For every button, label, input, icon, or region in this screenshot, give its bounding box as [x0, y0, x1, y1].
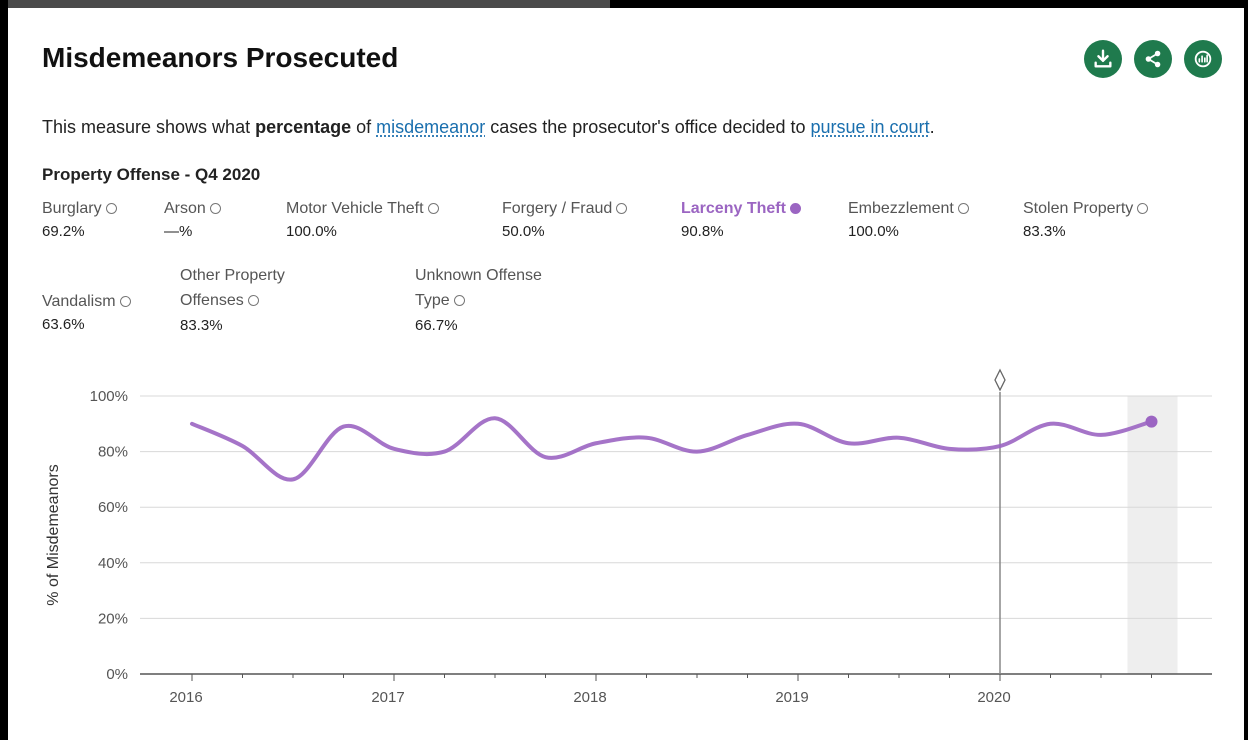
latest-data-point [1145, 415, 1158, 428]
y-tick-label: 20% [98, 610, 128, 627]
y-axis-label: % of Misdemeanors [45, 464, 62, 605]
radio-icon[interactable] [247, 295, 259, 306]
radio-icon[interactable] [616, 203, 628, 214]
share-icon [1145, 50, 1161, 68]
radio-icon[interactable] [1137, 203, 1149, 214]
legend-label: Larceny Theft [681, 200, 786, 217]
legend-label: Burglary [42, 200, 102, 217]
x-tick-label: 2016 [169, 689, 202, 706]
legend-label: Offenses [180, 292, 244, 309]
x-tick-label: 2018 [573, 689, 606, 706]
left-frame-border [0, 0, 8, 740]
description-text: cases the prosecutor's office decided to [485, 117, 811, 137]
legend-value: 83.3% [180, 317, 223, 334]
legend-stolen-property[interactable]: Stolen Property 83.3% [1023, 200, 1149, 240]
legend-value: 69.2% [42, 223, 85, 240]
legend-value: 100.0% [848, 223, 899, 240]
legend-label: Unknown Offense [415, 267, 542, 284]
radio-icon[interactable] [119, 296, 131, 307]
description-bold: percentage [255, 117, 352, 137]
chart-data-icon [1194, 50, 1212, 68]
y-tick-label: 0% [106, 666, 128, 683]
radio-icon[interactable] [105, 203, 117, 214]
legend-value: 63.6% [42, 316, 85, 333]
legend-label: Stolen Property [1023, 200, 1134, 217]
legend-other-property-offenses[interactable]: Other Property Offenses 83.3% [180, 267, 285, 334]
pursue-in-court-link[interactable]: pursue in court [810, 117, 930, 137]
chart-subtitle: Property Offense - Q4 2020 [42, 165, 261, 184]
action-buttons [1084, 40, 1222, 78]
legend-value: 83.3% [1023, 223, 1066, 240]
measure-description: This measure shows what percentage of mi… [42, 117, 935, 138]
legend-larceny-theft[interactable]: Larceny Theft 90.8% [681, 200, 801, 240]
radio-selected-icon[interactable] [789, 203, 801, 214]
legend-motor-vehicle-theft[interactable]: Motor Vehicle Theft 100.0% [286, 200, 439, 240]
radio-icon[interactable] [427, 203, 439, 214]
legend-label: Arson [164, 200, 206, 217]
legend-vandalism[interactable]: Vandalism 63.6% [42, 293, 131, 333]
legend-value: 66.7% [415, 317, 458, 334]
legend-embezzlement[interactable]: Embezzlement 100.0% [848, 200, 969, 240]
description-text: of [351, 117, 377, 137]
y-tick-label: 80% [98, 444, 128, 461]
chart-data-button[interactable] [1184, 40, 1222, 78]
line-chart: 100% 80% 60% 40% 20% 0% 2016 2017 2018 2019 2020 % … [45, 368, 1212, 706]
radio-icon[interactable] [209, 203, 221, 214]
legend-label: Forgery / Fraud [502, 200, 613, 217]
misdemeanor-link[interactable]: misdemeanor [376, 117, 486, 137]
year-marker-diamond-icon [994, 368, 1006, 392]
legend-value: 50.0% [502, 223, 545, 240]
legend-label: Vandalism [42, 293, 116, 310]
radio-icon[interactable] [453, 295, 465, 306]
legend-label: Embezzlement [848, 200, 954, 217]
x-tick-label: 2019 [775, 689, 808, 706]
legend-label: Type [415, 292, 450, 309]
y-tick-label: 60% [98, 499, 128, 516]
page-title: Misdemeanors Prosecuted [42, 42, 399, 73]
right-frame-border [1244, 0, 1248, 740]
legend-value: 90.8% [681, 223, 724, 240]
download-button[interactable] [1084, 40, 1122, 78]
y-tick-label: 100% [90, 388, 128, 405]
legend-arson[interactable]: Arson —% [164, 200, 221, 240]
legend-unknown-offense-type[interactable]: Unknown Offense Type 66.7% [415, 267, 542, 334]
radio-icon[interactable] [957, 203, 969, 214]
legend-value: —% [164, 223, 193, 240]
legend-burglary[interactable]: Burglary 69.2% [42, 200, 117, 240]
description-text: . [929, 117, 935, 137]
legend-label: Motor Vehicle Theft [286, 200, 424, 217]
share-button[interactable] [1134, 40, 1172, 78]
x-tick-label: 2017 [371, 689, 404, 706]
download-icon [1094, 49, 1112, 68]
x-tick-label: 2020 [977, 689, 1010, 706]
description-text: This measure shows what [42, 117, 256, 137]
legend-label: Other Property [180, 267, 285, 284]
legend-forgery-fraud[interactable]: Forgery / Fraud 50.0% [502, 200, 628, 240]
series-line-larceny-theft [190, 416, 1154, 482]
top-frame-border [610, 0, 1248, 8]
current-period-highlight [1127, 396, 1178, 674]
legend-value: 100.0% [286, 223, 337, 240]
y-tick-label: 40% [98, 555, 128, 572]
top-frame-bar [0, 0, 610, 8]
